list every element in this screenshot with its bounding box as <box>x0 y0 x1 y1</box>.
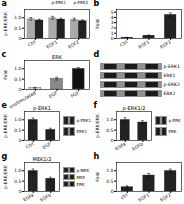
svg-text:p-ERK1: p-ERK1 <box>33 105 51 112</box>
svg-text:5: 5 <box>111 10 114 15</box>
svg-text:f: f <box>94 101 98 110</box>
svg-text:1.0: 1.0 <box>14 15 21 20</box>
svg-text:1.0: 1.0 <box>14 117 21 122</box>
svg-text:ERK1: ERK1 <box>77 129 88 134</box>
svg-text:EGFa: EGFa <box>22 192 34 202</box>
svg-text:0.5: 0.5 <box>106 179 113 184</box>
svg-text:0.5: 0.5 <box>106 128 113 133</box>
svg-text:EGF1: EGF1 <box>46 39 59 49</box>
svg-text:unstimulated: unstimulated <box>8 90 37 110</box>
svg-text:EGFb: EGFb <box>131 141 144 151</box>
svg-text:0: 0 <box>111 36 114 41</box>
svg-text:c: c <box>2 50 7 59</box>
svg-text:p-ERK: p-ERK <box>169 118 181 123</box>
svg-text:1: 1 <box>111 31 114 36</box>
svg-text:p-ERK/ERK: p-ERK/ERK <box>3 113 8 138</box>
svg-text:a: a <box>2 0 7 8</box>
svg-text:ERK: ERK <box>169 129 177 134</box>
svg-text:0: 0 <box>111 138 114 143</box>
svg-text:EGF2: EGF2 <box>67 39 80 49</box>
svg-text:0.5: 0.5 <box>14 26 21 31</box>
svg-text:1.0: 1.0 <box>106 168 113 173</box>
svg-text:Ctrl: Ctrl <box>119 39 128 47</box>
svg-text:EGF2: EGF2 <box>159 192 172 202</box>
svg-text:ERK1: ERK1 <box>164 73 176 78</box>
svg-text:EGF: EGF <box>42 141 53 150</box>
svg-text:p-ERK1/2: p-ERK1/2 <box>123 105 146 112</box>
svg-text:0: 0 <box>19 189 22 194</box>
svg-text:d: d <box>94 50 100 59</box>
svg-text:g: g <box>2 152 8 161</box>
svg-text:Fold: Fold <box>95 19 100 28</box>
svg-text:p-ERK/ERK: p-ERK/ERK <box>3 11 8 36</box>
svg-text:b: b <box>94 0 100 8</box>
svg-text:0: 0 <box>111 189 114 194</box>
svg-text:EGF: EGF <box>48 90 59 99</box>
svg-text:p-ERK/ERK: p-ERK/ERK <box>95 113 100 138</box>
svg-text:EGF2: EGF2 <box>159 39 172 49</box>
svg-text:ERK: ERK <box>52 54 63 60</box>
svg-text:p-ERK1: p-ERK1 <box>52 0 67 5</box>
svg-text:e: e <box>2 101 8 110</box>
svg-text:MEK: MEK <box>77 175 86 180</box>
svg-text:0.5: 0.5 <box>14 179 21 184</box>
svg-text:MEK1/2: MEK1/2 <box>33 156 52 162</box>
svg-text:p-ERK1: p-ERK1 <box>164 64 180 69</box>
svg-text:EGFa: EGFa <box>114 141 126 151</box>
svg-text:1.0: 1.0 <box>14 66 21 71</box>
svg-text:0.5: 0.5 <box>14 128 21 133</box>
svg-text:EGF1: EGF1 <box>138 39 151 49</box>
svg-text:4: 4 <box>111 15 114 20</box>
svg-text:0: 0 <box>19 138 22 143</box>
svg-text:EGF1: EGF1 <box>138 192 151 202</box>
svg-text:Fold: Fold <box>95 172 100 181</box>
svg-text:p-ERK2: p-ERK2 <box>164 82 180 87</box>
svg-text:ERK: ERK <box>77 182 85 187</box>
svg-text:0.5: 0.5 <box>14 77 21 82</box>
svg-text:3: 3 <box>111 20 114 25</box>
svg-text:p-ERK1: p-ERK1 <box>77 118 92 123</box>
svg-text:1.0: 1.0 <box>14 168 21 173</box>
svg-text:1.0: 1.0 <box>106 117 113 122</box>
svg-text:ctrl: ctrl <box>120 192 129 200</box>
svg-text:ERK2: ERK2 <box>164 91 176 96</box>
svg-text:p-ERK2: p-ERK2 <box>74 0 89 5</box>
svg-text:p-MEK: p-MEK <box>77 168 90 173</box>
svg-text:Ctrl: Ctrl <box>25 141 34 149</box>
svg-text:0: 0 <box>19 36 22 41</box>
svg-text:Ctrl: Ctrl <box>27 39 36 47</box>
svg-text:Fold: Fold <box>3 70 8 79</box>
svg-text:EGFb: EGFb <box>39 192 52 202</box>
svg-text:h: h <box>94 152 100 161</box>
svg-text:2: 2 <box>111 25 114 30</box>
svg-text:FGF: FGF <box>70 90 80 99</box>
svg-text:0: 0 <box>19 87 22 92</box>
svg-text:p-ERK/ERK: p-ERK/ERK <box>3 164 8 189</box>
